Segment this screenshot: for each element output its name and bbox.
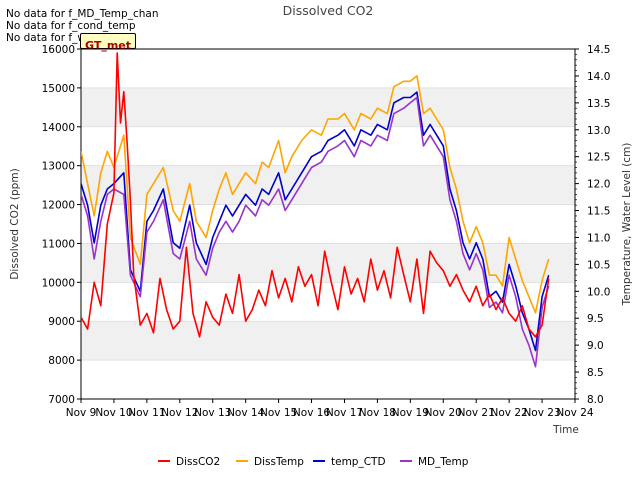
y-left-tick-label: 10000 [42,277,75,289]
x-tick-label: Nov 14 [227,407,265,419]
y-right-tick-label: 10.0 [587,286,610,298]
x-tick-label: Nov 13 [194,407,231,419]
y-right-tick-label: 14.0 [587,71,610,83]
y-left-tick-label: 13000 [42,161,75,173]
y-right-tick-label: 14.5 [587,44,610,56]
x-tick-label: Nov 20 [425,407,462,419]
x-tick-label: Nov 15 [260,407,297,419]
y-right-tick-label: 12.0 [587,179,610,191]
grid-band [81,87,575,127]
y-left-tick-label: 11000 [42,238,75,250]
x-tick-label: Nov 19 [392,407,429,419]
note-line: No data for f_MD_Temp_chan [6,8,159,20]
y-right-tick-label: 11.5 [587,206,610,218]
x-tick-label: Nov 16 [293,407,331,419]
y-left-tick-label: 8000 [48,355,75,367]
legend-label: DissCO2 [176,456,220,468]
series-line-disstemp [81,75,550,314]
x-tick-label: Nov 12 [161,407,198,419]
x-tick-label: Nov 22 [491,407,528,419]
grid-band [81,243,575,283]
x-tick-label: Nov 11 [128,407,165,419]
y-left-tick-label: 9000 [48,316,75,328]
y-right-tick-label: 13.0 [587,125,610,137]
site-badge-label: GT_met [84,39,132,52]
legend-label: DissTemp [254,456,304,468]
series-line-dissco2 [81,52,550,338]
series-line-md-temp [81,96,550,368]
legend-label: MD_Temp [418,456,469,468]
y-right-tick-label: 9.5 [587,313,604,325]
x-tick-label: Nov 23 [523,407,560,419]
y-right-tick-label: 8.5 [587,367,604,379]
y-left-axis-label: Dissolved CO2 (ppm) [9,168,21,279]
grid-band [81,321,575,361]
y-left-tick-label: 7000 [48,394,75,406]
legend-label: temp_CTD [331,456,386,468]
note-line: No data for f_cond_temp [6,20,136,32]
y-left-tick-label: 16000 [42,44,75,56]
y-right-tick-label: 13.5 [587,98,610,110]
chart-title: Dissolved CO2 [283,3,374,18]
y-right-tick-label: 8.0 [587,394,604,406]
grid-band [81,165,575,205]
x-tick-label: Nov 21 [458,407,495,419]
y-left-tick-label: 15000 [42,83,75,95]
x-tick-label: Nov 24 [556,407,594,419]
site-badge: GT_met [80,33,136,52]
x-tick-label: Nov 9 [66,407,97,419]
y-right-axis-label: Temperature, Water Level (cm) [621,143,633,307]
y-right-tick-label: 11.0 [587,232,610,244]
y-left-tick-label: 12000 [42,200,75,212]
y-right-tick-label: 12.5 [587,152,610,164]
x-tick-label: Nov 17 [326,407,363,419]
y-left-tick-label: 14000 [42,122,75,134]
y-right-tick-label: 10.5 [587,259,610,271]
x-tick-label: Nov 18 [359,407,396,419]
x-axis-label: Time [552,424,579,436]
plot-frame [80,48,576,400]
series-line-temp-ctd [81,91,550,352]
y-right-tick-label: 9.0 [587,340,604,352]
x-tick-label: Nov 10 [95,407,132,419]
